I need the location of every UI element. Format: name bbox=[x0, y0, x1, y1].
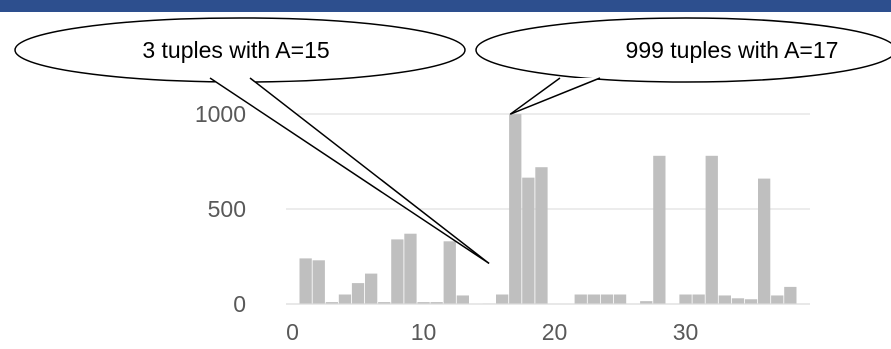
bar bbox=[613, 294, 627, 304]
bar bbox=[456, 295, 469, 304]
bar bbox=[771, 295, 784, 304]
bar bbox=[404, 233, 417, 304]
bar bbox=[535, 167, 548, 304]
bar bbox=[522, 177, 535, 304]
bars bbox=[299, 114, 797, 304]
bar bbox=[509, 114, 522, 304]
callout-pointer bbox=[249, 77, 490, 265]
callouts: 3 tuples with A=15 999 tuples with A=17 bbox=[14, 17, 891, 265]
bar bbox=[744, 299, 758, 304]
callout-pointer bbox=[209, 77, 490, 265]
bar bbox=[718, 295, 731, 304]
callout-text: 999 tuples with A=17 bbox=[626, 37, 839, 63]
bar bbox=[299, 258, 312, 304]
y-tick-label: 0 bbox=[233, 291, 246, 317]
bar bbox=[587, 294, 600, 304]
header-bar bbox=[0, 0, 891, 12]
bar bbox=[391, 239, 404, 304]
x-tick-label: 20 bbox=[542, 319, 568, 345]
callout-bubble bbox=[475, 17, 891, 83]
x-tick-label: 10 bbox=[411, 319, 437, 345]
y-tick-label: 500 bbox=[208, 196, 246, 222]
callout: 3 tuples with A=15 bbox=[14, 17, 490, 265]
bar bbox=[312, 260, 325, 304]
gridlines bbox=[286, 113, 810, 210]
bar bbox=[600, 294, 614, 304]
callout-text: 3 tuples with A=15 bbox=[142, 37, 329, 63]
x-tick-label: 30 bbox=[673, 319, 699, 345]
bar bbox=[325, 302, 338, 304]
x-tick-labels: 0 10 20 30 bbox=[286, 319, 698, 345]
y-tick-labels: 0 500 1000 bbox=[195, 101, 246, 317]
y-tick-label: 1000 bbox=[195, 101, 246, 127]
bar bbox=[378, 302, 391, 304]
bar bbox=[338, 294, 352, 304]
bar bbox=[574, 294, 587, 304]
bar bbox=[705, 155, 718, 304]
bar bbox=[351, 283, 365, 304]
bar bbox=[365, 273, 378, 304]
x-tick-label: 0 bbox=[286, 319, 299, 345]
bar bbox=[653, 155, 666, 304]
bar bbox=[640, 301, 653, 304]
bar bbox=[731, 298, 745, 304]
bar bbox=[692, 294, 705, 304]
bar bbox=[430, 302, 443, 304]
bar bbox=[758, 178, 771, 304]
bar bbox=[417, 302, 430, 304]
bar bbox=[679, 294, 692, 304]
bar bbox=[784, 286, 797, 304]
bar bbox=[496, 294, 509, 304]
callout: 999 tuples with A=17 bbox=[475, 17, 891, 115]
callout-pointer bbox=[509, 77, 561, 115]
callout-pointer bbox=[509, 77, 601, 115]
bar bbox=[443, 241, 456, 304]
